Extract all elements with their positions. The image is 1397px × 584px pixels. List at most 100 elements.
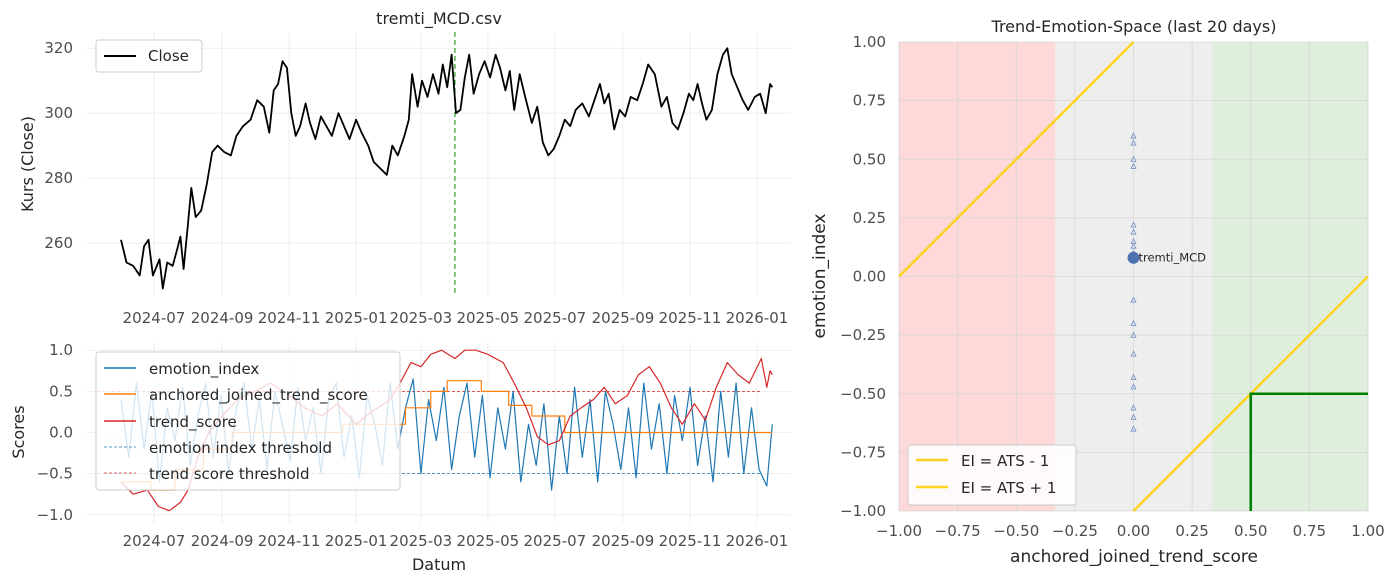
space-green-box xyxy=(1249,392,1368,511)
scores-x-tick-label: 2024-09 xyxy=(191,532,254,550)
scores-y-tick-label: 0.0 xyxy=(49,424,73,442)
space-y-tick-label: −0.50 xyxy=(840,385,886,403)
space-trail-point xyxy=(1130,373,1137,380)
scores-x-tick-label: 2024-07 xyxy=(123,532,186,550)
price-chart-title: tremti_MCD.csv xyxy=(376,9,502,29)
price-x-tick-label: 2024-11 xyxy=(258,309,321,327)
scores-y-ticks: −1.0 −0.5 0.0 0.5 1.0 xyxy=(37,341,73,524)
space-y-tick-label: 0.50 xyxy=(853,150,886,168)
space-trail-point xyxy=(1130,242,1137,249)
scores-y-tick-label: −0.5 xyxy=(37,465,73,483)
price-x-tick-label: 2025-09 xyxy=(592,309,655,327)
space-trail-point xyxy=(1130,331,1137,338)
space-y-axis-label: emotion_index xyxy=(810,214,830,339)
space-line-ei-ats-1 xyxy=(898,41,1135,278)
price-x-tick-label: 2025-05 xyxy=(457,309,520,327)
space-trail-point xyxy=(1130,132,1137,139)
price-grid xyxy=(87,32,791,295)
space-legend-box xyxy=(907,444,1077,506)
space-x-tick-label: 0.50 xyxy=(1234,522,1267,540)
space-y-tick-label: 0.00 xyxy=(853,268,886,286)
series-line-close xyxy=(120,47,774,290)
scores-x-tick-label: 2025-09 xyxy=(592,532,655,550)
space-x-ticks: −1.00 −0.75 −0.50 −0.25 0.00 0.25 0.50 0.75 1.00 xyxy=(876,522,1385,540)
space-legend-label-ats-plus: EI = ATS + 1 xyxy=(961,479,1056,497)
space-legend: EI = ATS - 1 EI = ATS + 1 xyxy=(907,444,1077,506)
price-x-tick-label: 2025-01 xyxy=(325,309,388,327)
space-trail-point xyxy=(1130,383,1137,390)
space-trail-point xyxy=(1130,350,1137,357)
space-x-tick-label: 0.25 xyxy=(1175,522,1208,540)
scores-x-tick-label: 2025-07 xyxy=(524,532,587,550)
price-x-tick-label: 2025-03 xyxy=(390,309,453,327)
space-legend-label-ats-minus: EI = ATS - 1 xyxy=(961,452,1049,470)
scores-x-tick-label: 2025-03 xyxy=(390,532,453,550)
space-trail-point xyxy=(1130,413,1137,420)
space-y-ticks: −1.00 −0.75 −0.50 −0.25 0.00 0.25 0.50 0.75 1.00 xyxy=(840,33,886,520)
space-y-tick-label: −0.75 xyxy=(840,443,886,461)
space-x-tick-label: −1.00 xyxy=(876,522,922,540)
space-y-tick-label: 0.25 xyxy=(853,209,886,227)
price-y-tick-label: 300 xyxy=(44,104,73,122)
space-x-tick-label: 0.75 xyxy=(1293,522,1326,540)
price-y-axis-label: Kurs (Close) xyxy=(18,116,37,212)
price-legend: Close xyxy=(95,39,203,73)
space-x-axis-label: anchored_joined_trend_score xyxy=(1010,547,1258,567)
space-trail-point xyxy=(1130,319,1137,327)
space-x-tick-label: −0.75 xyxy=(935,522,981,540)
scores-y-axis-label: Scores xyxy=(9,405,28,458)
space-current-point: tremti_MCD xyxy=(1127,251,1207,265)
scores-y-tick-label: −1.0 xyxy=(37,506,73,524)
legend-label-trend-score: trend_score xyxy=(149,413,237,432)
price-legend-box xyxy=(95,39,203,73)
price-y-tick-label: 260 xyxy=(44,234,73,252)
price-series xyxy=(120,47,774,290)
legend-label-emotion-threshold: emotion index threshold xyxy=(149,439,332,457)
space-y-tick-label: 0.75 xyxy=(853,92,886,110)
space-trail-point xyxy=(1130,404,1137,411)
legend-label-anchored-joined-trend-score: anchored_joined_trend_score xyxy=(149,386,368,405)
price-y-tick-label: 320 xyxy=(44,39,73,57)
scores-x-axis-label: Datum xyxy=(412,555,466,574)
price-plot-background xyxy=(87,32,791,295)
scores-x-tick-label: 2025-01 xyxy=(325,532,388,550)
space-trail-point xyxy=(1130,139,1137,146)
space-y-tick-label: −1.00 xyxy=(840,502,886,520)
price-chart: tremti_MCD.csv Kurs (Close) 260 280 300 320… xyxy=(18,9,791,327)
space-trail-point xyxy=(1130,296,1137,303)
space-trail-point xyxy=(1130,228,1137,235)
space-green-box-line xyxy=(1249,392,1368,511)
space-trail-point xyxy=(1130,221,1137,228)
scores-x-ticks: 2024-07 2024-09 2024-11 2025-01 2025-03 2025-… xyxy=(123,532,789,550)
space-x-tick-label: −0.25 xyxy=(1052,522,1098,540)
space-y-tick-label: −0.25 xyxy=(840,326,886,344)
space-x-tick-label: 1.00 xyxy=(1351,522,1384,540)
scores-y-tick-label: 1.0 xyxy=(49,341,73,359)
space-y-tick-label: 1.00 xyxy=(853,33,886,51)
price-y-tick-label: 280 xyxy=(44,169,73,187)
space-chart: Trend-Emotion-Space (last 20 days) −1.00… xyxy=(810,17,1385,567)
scores-x-tick-label: 2026-01 xyxy=(726,532,789,550)
legend-label-emotion-index: emotion_index xyxy=(149,360,259,379)
scores-legend: emotion_index anchored_joined_trend_scor… xyxy=(95,351,401,491)
price-x-tick-label: 2025-11 xyxy=(659,309,722,327)
price-x-tick-label: 2024-09 xyxy=(191,309,254,327)
price-x-tick-label: 2026-01 xyxy=(726,309,789,327)
scores-x-tick-label: 2025-11 xyxy=(659,532,722,550)
price-y-ticks: 260 280 300 320 xyxy=(44,39,73,252)
scores-y-tick-label: 0.5 xyxy=(49,382,73,400)
space-chart-title: Trend-Emotion-Space (last 20 days) xyxy=(991,17,1277,36)
scores-legend-box xyxy=(95,351,401,491)
scores-x-tick-label: 2024-11 xyxy=(258,532,321,550)
scores-chart: Scores Datum −1.0 −0.5 0.0 0.5 1.0 2024-07 20… xyxy=(9,341,791,574)
price-x-tick-label: 2025-07 xyxy=(524,309,587,327)
space-trail-point xyxy=(1130,155,1137,162)
space-trail-point xyxy=(1130,162,1137,169)
space-current-label: tremti_MCD xyxy=(1139,251,1207,265)
scores-x-tick-label: 2025-05 xyxy=(457,532,520,550)
space-trail-point xyxy=(1130,425,1137,432)
legend-label-trend-threshold: trend score threshold xyxy=(149,465,309,483)
price-legend-label-close: Close xyxy=(148,47,189,65)
space-current-marker xyxy=(1127,251,1140,264)
